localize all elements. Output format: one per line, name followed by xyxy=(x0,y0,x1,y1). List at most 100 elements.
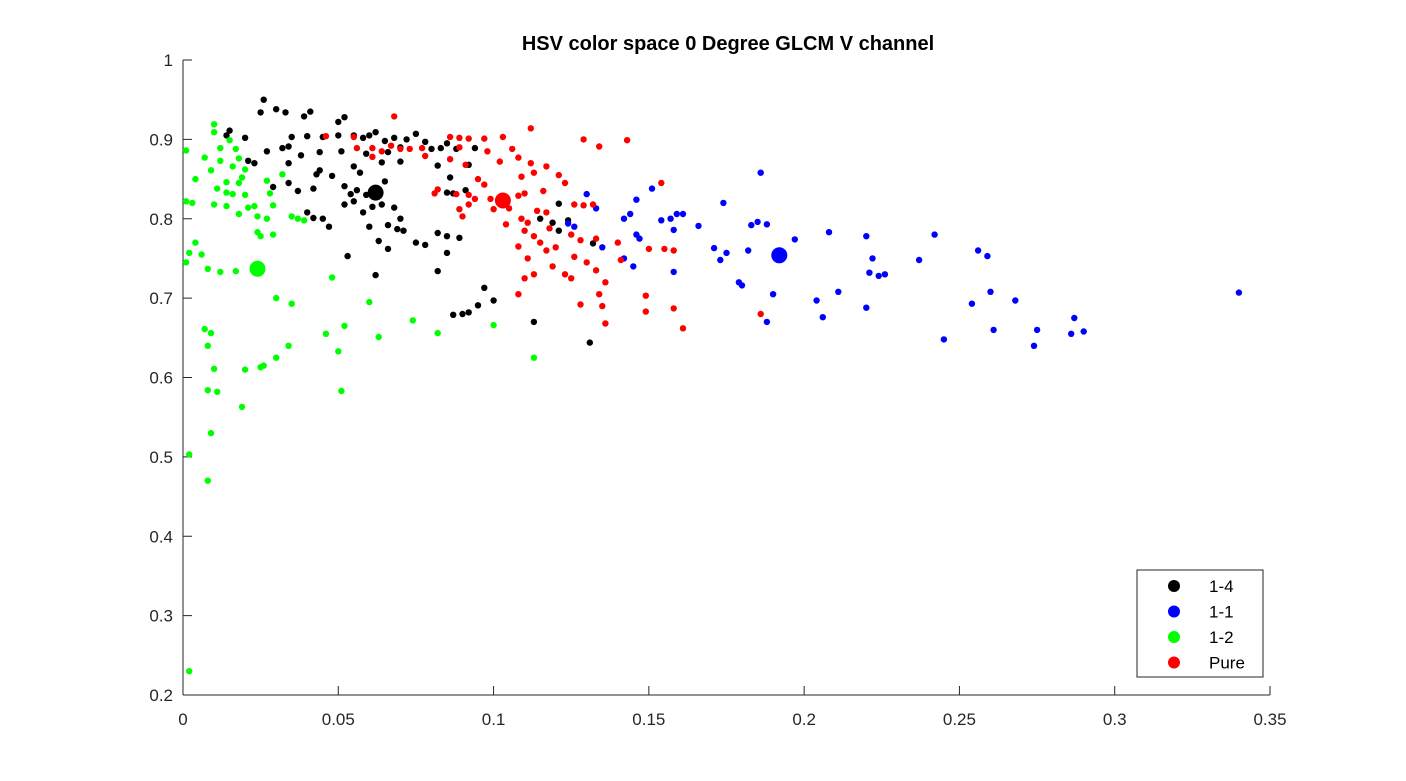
x-tick-label: 0.1 xyxy=(482,710,506,729)
data-point xyxy=(310,214,317,222)
data-point xyxy=(471,195,479,203)
x-tick-label: 0.2 xyxy=(792,710,816,729)
data-point xyxy=(394,225,401,233)
data-point xyxy=(561,179,569,187)
data-point xyxy=(462,161,469,168)
data-point xyxy=(353,187,361,194)
data-point xyxy=(490,321,497,329)
data-point xyxy=(372,271,379,279)
data-point xyxy=(260,362,267,369)
data-point xyxy=(391,204,398,211)
data-point xyxy=(642,308,649,315)
data-point xyxy=(359,209,367,216)
data-point xyxy=(335,348,342,355)
data-point xyxy=(443,189,451,196)
data-point xyxy=(763,318,771,326)
data-point xyxy=(288,300,295,307)
data-point xyxy=(384,148,392,156)
data-point xyxy=(661,245,668,253)
data-point xyxy=(555,200,562,207)
data-point xyxy=(186,249,193,257)
data-point xyxy=(577,237,584,244)
data-point xyxy=(241,366,249,373)
data-point xyxy=(555,171,562,179)
data-point xyxy=(186,668,193,675)
data-point xyxy=(530,318,538,326)
data-point xyxy=(217,268,224,276)
legend-label: 1-4 xyxy=(1209,577,1234,596)
data-point xyxy=(530,233,538,240)
data-point xyxy=(235,155,243,162)
data-point xyxy=(207,329,215,337)
data-point xyxy=(204,477,211,484)
data-point xyxy=(214,388,221,395)
data-point xyxy=(288,213,295,220)
data-point xyxy=(462,187,469,194)
data-point xyxy=(235,179,243,187)
data-point xyxy=(599,244,606,251)
data-point xyxy=(241,166,249,173)
data-point xyxy=(583,259,590,266)
data-point xyxy=(555,227,562,234)
data-point xyxy=(521,275,528,282)
data-point xyxy=(673,210,680,218)
data-point xyxy=(487,195,494,203)
data-point xyxy=(366,132,373,139)
data-point xyxy=(372,129,379,136)
data-point xyxy=(325,223,333,230)
data-point xyxy=(260,96,267,103)
data-point xyxy=(757,310,764,318)
data-point xyxy=(263,177,271,184)
data-point xyxy=(210,121,218,128)
data-point xyxy=(527,125,534,132)
data-point xyxy=(459,310,466,318)
data-point xyxy=(745,247,752,254)
data-point xyxy=(400,227,407,234)
data-point xyxy=(269,231,277,238)
y-tick-label: 1 xyxy=(164,51,173,70)
data-point xyxy=(1012,297,1019,304)
data-point xyxy=(537,239,544,246)
data-point xyxy=(552,244,559,251)
points-layer xyxy=(182,96,1243,675)
data-point xyxy=(229,163,236,170)
data-point xyxy=(279,144,286,152)
data-point xyxy=(217,144,224,152)
data-point xyxy=(720,199,727,207)
data-point xyxy=(387,142,395,149)
data-point xyxy=(235,210,243,218)
data-point xyxy=(459,213,466,220)
data-point xyxy=(769,291,777,298)
data-point xyxy=(378,159,385,166)
data-point xyxy=(251,202,258,210)
data-point xyxy=(620,215,628,222)
centroid-point xyxy=(494,192,511,209)
data-point xyxy=(204,387,211,394)
data-point xyxy=(381,137,389,145)
data-point xyxy=(627,210,634,218)
data-point xyxy=(359,134,367,141)
data-point xyxy=(384,221,392,229)
data-point xyxy=(434,267,441,275)
data-point xyxy=(623,137,631,144)
data-point xyxy=(592,235,600,242)
data-point xyxy=(533,207,541,214)
data-point xyxy=(397,158,404,165)
data-point xyxy=(241,134,249,141)
data-point xyxy=(446,174,454,181)
legend-label: 1-1 xyxy=(1209,603,1234,622)
legend-label: 1-2 xyxy=(1209,628,1234,647)
data-point xyxy=(515,243,522,250)
data-point xyxy=(353,144,361,152)
data-point xyxy=(273,354,280,361)
data-point xyxy=(350,198,357,205)
data-point xyxy=(757,169,764,176)
data-point xyxy=(350,163,357,170)
y-tick-label: 0.4 xyxy=(149,527,173,546)
data-point xyxy=(285,143,292,150)
data-point xyxy=(226,127,233,134)
data-point xyxy=(589,201,597,208)
data-point xyxy=(670,268,677,276)
data-point xyxy=(437,144,444,152)
data-point xyxy=(257,233,264,240)
